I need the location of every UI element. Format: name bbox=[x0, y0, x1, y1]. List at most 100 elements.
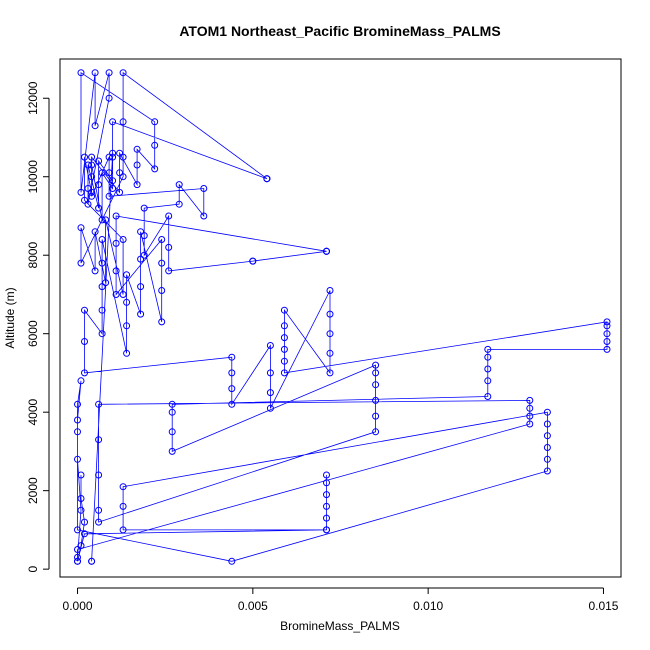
data-point bbox=[112, 239, 120, 247]
data-point bbox=[168, 400, 176, 408]
data-point bbox=[603, 338, 611, 345]
data-point bbox=[112, 291, 120, 298]
data-point bbox=[228, 369, 236, 377]
data-point bbox=[112, 267, 120, 275]
data-point bbox=[543, 455, 551, 463]
data-point bbox=[280, 334, 288, 342]
data-point bbox=[81, 306, 88, 314]
y-tick-label: 12000 bbox=[26, 81, 40, 115]
x-tick-label: 0.015 bbox=[588, 599, 618, 613]
data-point bbox=[98, 236, 106, 243]
chart-title: ATOM1 Northeast_Pacific BromineMass_PALM… bbox=[179, 23, 500, 39]
data-point bbox=[105, 153, 113, 161]
data-point bbox=[123, 298, 131, 306]
data-point bbox=[74, 400, 81, 408]
data-point bbox=[140, 251, 148, 259]
data-point bbox=[88, 173, 96, 181]
data-series bbox=[74, 69, 611, 565]
data-point bbox=[74, 546, 81, 553]
data-point bbox=[74, 526, 81, 534]
data-point bbox=[119, 153, 127, 161]
data-point bbox=[119, 526, 127, 534]
data-point bbox=[266, 404, 274, 412]
y-tick-label: 10000 bbox=[26, 160, 40, 194]
data-point bbox=[151, 165, 159, 173]
data-point bbox=[77, 506, 85, 514]
data-point bbox=[280, 306, 288, 314]
data-point bbox=[119, 236, 127, 243]
data-point bbox=[84, 185, 92, 192]
data-point bbox=[526, 420, 534, 428]
data-point bbox=[200, 185, 208, 192]
data-point bbox=[603, 345, 611, 353]
data-point bbox=[91, 228, 99, 236]
data-point bbox=[266, 369, 274, 377]
data-point bbox=[123, 322, 131, 330]
data-point bbox=[88, 161, 96, 169]
data-point bbox=[280, 357, 288, 365]
data-point bbox=[151, 118, 159, 126]
data-point bbox=[74, 428, 81, 436]
data-point bbox=[95, 204, 103, 212]
data-point bbox=[526, 412, 534, 420]
data-point bbox=[280, 369, 288, 377]
data-point bbox=[74, 553, 81, 561]
data-point bbox=[326, 310, 334, 318]
data-point bbox=[95, 181, 103, 189]
data-point bbox=[526, 404, 534, 412]
data-point bbox=[91, 267, 99, 275]
data-point bbox=[137, 228, 145, 236]
data-point bbox=[77, 188, 85, 196]
data-point bbox=[84, 161, 92, 169]
data-point bbox=[98, 330, 106, 338]
data-point bbox=[133, 181, 141, 189]
data-point bbox=[133, 161, 141, 169]
y-axis: 0 2000 4000 6000 8000 10000 12000 bbox=[26, 81, 50, 572]
y-tick-label: 0 bbox=[26, 565, 40, 572]
data-point bbox=[266, 342, 274, 349]
data-point bbox=[603, 322, 611, 330]
data-point bbox=[200, 212, 208, 220]
data-point bbox=[603, 318, 611, 326]
y-tick-label: 8000 bbox=[26, 242, 40, 269]
data-point bbox=[543, 467, 551, 475]
data-point bbox=[603, 330, 611, 338]
data-point bbox=[158, 318, 166, 326]
data-point bbox=[372, 381, 380, 389]
data-point bbox=[326, 369, 334, 377]
data-point bbox=[119, 118, 127, 126]
data-point bbox=[326, 330, 334, 338]
data-point bbox=[109, 185, 117, 192]
data-point bbox=[228, 353, 236, 361]
data-point bbox=[323, 491, 330, 499]
data-point bbox=[323, 479, 330, 487]
data-point bbox=[116, 188, 124, 196]
data-point bbox=[137, 255, 145, 263]
data-point bbox=[81, 196, 88, 204]
data-point bbox=[88, 557, 96, 565]
data-point bbox=[484, 353, 492, 361]
data-point bbox=[77, 471, 85, 479]
data-point bbox=[102, 279, 110, 287]
data-point bbox=[119, 502, 127, 510]
data-point bbox=[168, 408, 176, 416]
data-point bbox=[81, 153, 88, 161]
data-point bbox=[109, 118, 117, 126]
data-point bbox=[77, 69, 85, 77]
data-point bbox=[95, 400, 103, 408]
data-point bbox=[165, 267, 173, 275]
data-point bbox=[119, 173, 127, 181]
y-axis-label: Altitude (m) bbox=[3, 287, 17, 348]
data-point bbox=[249, 257, 257, 265]
data-point bbox=[372, 369, 380, 377]
data-point bbox=[326, 287, 334, 294]
data-point bbox=[175, 181, 183, 189]
data-point bbox=[323, 247, 330, 255]
data-point bbox=[140, 232, 148, 240]
data-point bbox=[105, 94, 113, 102]
data-point bbox=[116, 169, 124, 177]
data-point bbox=[168, 428, 176, 436]
data-point bbox=[77, 377, 85, 385]
data-point bbox=[98, 216, 106, 224]
